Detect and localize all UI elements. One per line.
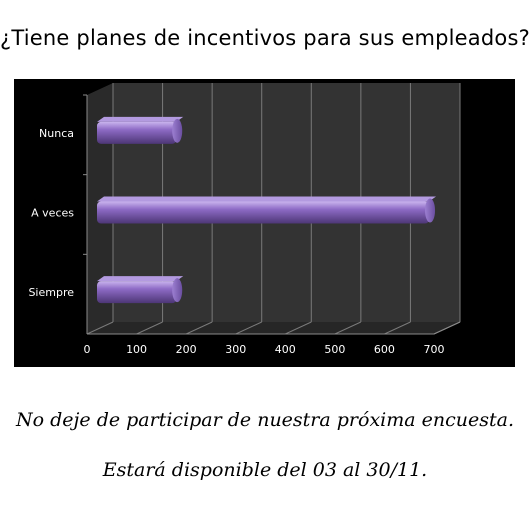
bar <box>97 201 430 224</box>
y-tick-label: Siempre <box>28 286 74 299</box>
gridline-floor <box>334 321 362 335</box>
x-tick-label: 200 <box>176 343 197 356</box>
gridline-floor <box>86 321 114 335</box>
floor-edge <box>433 321 461 335</box>
x-tick-label: 300 <box>225 343 246 356</box>
plot-area: 0 100 200 300 400 500 600 700 Nunca A veces Siempr… <box>28 83 461 356</box>
y-tick-label: A veces <box>31 207 74 220</box>
x-tick-label: 0 <box>84 343 91 356</box>
bar-top-face <box>97 276 184 282</box>
chart-frame: 0 100 200 300 400 500 600 700 Nunca A veces Siempr… <box>14 79 515 367</box>
plot-floor <box>87 322 460 334</box>
gridline-floor <box>384 321 411 335</box>
bar-end-cap <box>172 118 183 143</box>
bar <box>97 121 177 144</box>
gridline-floor <box>235 321 262 335</box>
bar-top-face <box>97 196 437 202</box>
page-title: ¿Tiene planes de incentivos para sus emp… <box>0 26 530 50</box>
x-tick-label: 400 <box>275 343 296 356</box>
x-tick-label: 600 <box>374 343 395 356</box>
bar-top-face <box>97 116 184 122</box>
bar-end-cap <box>425 198 436 223</box>
footer-line-1: No deje de participar de nuestra próxima… <box>16 409 514 431</box>
bar <box>97 281 177 304</box>
gridline-floor <box>285 321 312 335</box>
bar-end-cap <box>172 278 183 303</box>
x-tick-label: 700 <box>424 343 445 356</box>
y-tick-label: Nunca <box>39 127 74 140</box>
gridline-floor <box>136 321 163 335</box>
gridline-floor <box>185 321 213 335</box>
x-tick-label: 100 <box>126 343 147 356</box>
footer-line-2: Estará disponible del 03 al 30/11. <box>102 459 428 481</box>
x-tick-label: 500 <box>324 343 345 356</box>
bar-chart: 0 100 200 300 400 500 600 700 Nunca A veces Siempr… <box>28 83 461 356</box>
